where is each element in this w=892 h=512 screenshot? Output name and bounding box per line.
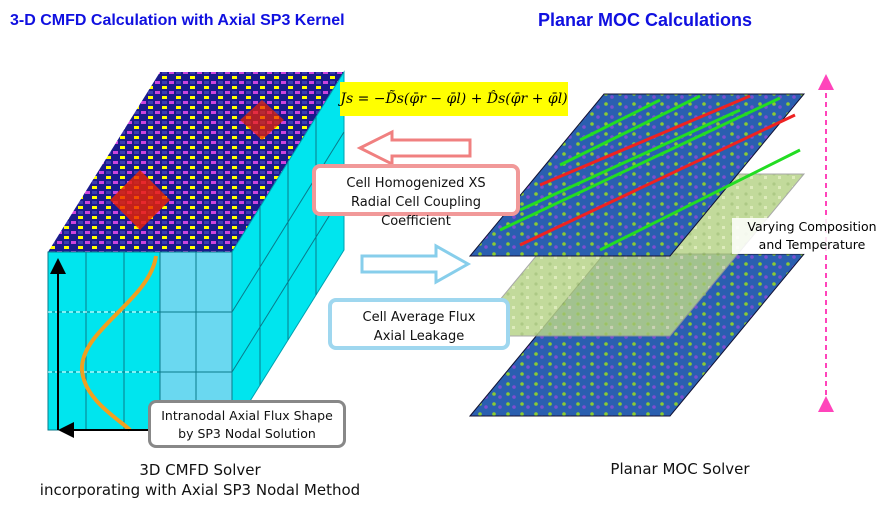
cmfd-cube: [47, 70, 345, 438]
flux-shape-box: Intranodal Axial Flux Shape by SP3 Nodal…: [148, 400, 346, 448]
homogenized-xs-box: Cell Homogenized XS Radial Cell Coupling…: [312, 164, 520, 229]
flux-line2: Axial Leakage: [373, 329, 465, 344]
varying-composition-note: Varying Composition and Temperature: [732, 218, 892, 254]
moc-plane-top: [468, 93, 806, 257]
arrow-to-cmfd: [356, 129, 472, 167]
cap1-line1: 3D CMFD Solver: [139, 461, 261, 479]
moc-rays: [499, 94, 801, 252]
current-equation: Js = −D̃s(φ̄r − φ̄l) + D̂s(φ̄r + φ̄l): [340, 82, 568, 116]
vary-line1: Varying Composition: [747, 219, 877, 234]
axial-flux-curve: [79, 255, 158, 432]
cube-front-face: [47, 251, 161, 431]
shape-line2: by SP3 Nodal Solution: [178, 426, 316, 441]
average-flux-box: Cell Average Flux Axial Leakage: [328, 298, 510, 350]
arrow-to-moc: [360, 243, 472, 285]
left-title: 3-D CMFD Calculation with Axial SP3 Kern…: [10, 12, 345, 29]
fuel-red-zone-2: [240, 100, 284, 140]
flux-line1: Cell Average Flux: [362, 310, 476, 325]
right-title: Planar MOC Calculations: [538, 10, 753, 30]
cmfd-solver-caption: 3D CMFD Solver incorporating with Axial …: [0, 460, 400, 500]
xs-line1: Cell Homogenized XS: [346, 176, 486, 191]
shape-line1: Intranodal Axial Flux Shape: [161, 408, 333, 423]
xs-line2: Radial Cell Coupling Coefficient: [351, 195, 481, 229]
fuel-red-zone: [110, 170, 170, 230]
moc-solver-caption: Planar MOC Solver: [610, 460, 750, 478]
vary-line2: and Temperature: [758, 237, 866, 252]
moc-planes: [468, 74, 834, 417]
cap1-line2: incorporating with Axial SP3 Nodal Metho…: [39, 481, 361, 499]
